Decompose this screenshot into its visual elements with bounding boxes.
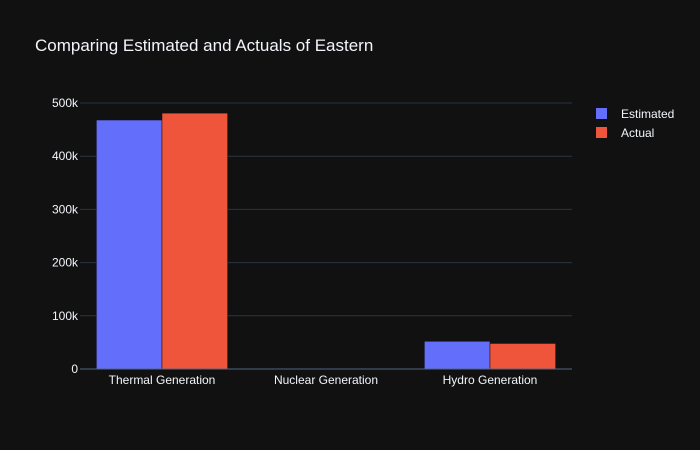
bar-actual-0[interactable] <box>161 112 228 370</box>
y-tick-label: 200k <box>52 256 79 270</box>
y-tick-label: 400k <box>52 149 79 163</box>
y-tick-label: 0 <box>71 362 78 376</box>
y-tick-label: 500k <box>52 96 79 110</box>
x-tick-label: Thermal Generation <box>109 373 216 387</box>
legend-swatch <box>596 108 607 119</box>
axis-layer: 0 100k 200k 300k 400k 500k Thermal Generation N… <box>52 96 572 387</box>
bar-actual-2[interactable] <box>489 343 556 370</box>
y-tick-label: 300k <box>52 202 79 216</box>
legend-label: Estimated <box>621 107 674 121</box>
x-tick-label: Hydro Generation <box>443 373 538 387</box>
chart-title: Comparing Estimated and Actuals of Easte… <box>35 36 373 55</box>
bar-estimated-0[interactable] <box>96 119 163 370</box>
legend-label: Actual <box>621 126 654 140</box>
bars-layer <box>96 112 556 370</box>
y-tick-label: 100k <box>52 309 79 323</box>
x-tick-label: Nuclear Generation <box>274 373 378 387</box>
legend[interactable]: Estimated Actual <box>596 107 674 140</box>
bar-estimated-2[interactable] <box>424 341 491 370</box>
legend-item-estimated[interactable]: Estimated <box>596 107 674 121</box>
legend-item-actual[interactable]: Actual <box>596 126 654 140</box>
legend-swatch <box>596 127 607 138</box>
